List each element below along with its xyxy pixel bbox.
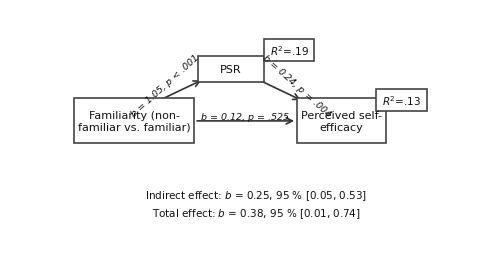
Text: $R^2$=.13: $R^2$=.13 — [382, 94, 421, 108]
Text: $b$ = 1.05, $p$ < .001: $b$ = 1.05, $p$ < .001 — [128, 52, 202, 121]
Text: $b$ = 0.12, $p$ = .525: $b$ = 0.12, $p$ = .525 — [200, 111, 290, 124]
FancyBboxPatch shape — [74, 99, 194, 144]
Text: Familiarity (non-
familiar vs. familiar): Familiarity (non- familiar vs. familiar) — [78, 111, 190, 132]
Text: Total effect: $b$ = 0.38, 95 % [0.01, 0.74]: Total effect: $b$ = 0.38, 95 % [0.01, 0.… — [152, 207, 360, 220]
Text: PSR: PSR — [220, 65, 242, 75]
Text: $R^2$=.19: $R^2$=.19 — [270, 44, 309, 58]
FancyBboxPatch shape — [264, 40, 314, 62]
Text: Indirect effect: $b$ = 0.25, 95 % [0.05, 0.53]: Indirect effect: $b$ = 0.25, 95 % [0.05,… — [145, 189, 368, 203]
FancyBboxPatch shape — [376, 90, 427, 112]
Text: $b$ = 0.24, $p$ = .004: $b$ = 0.24, $p$ = .004 — [260, 52, 334, 121]
FancyBboxPatch shape — [198, 57, 264, 82]
FancyBboxPatch shape — [297, 99, 386, 144]
Text: Perceived self-
efficacy: Perceived self- efficacy — [301, 111, 382, 132]
